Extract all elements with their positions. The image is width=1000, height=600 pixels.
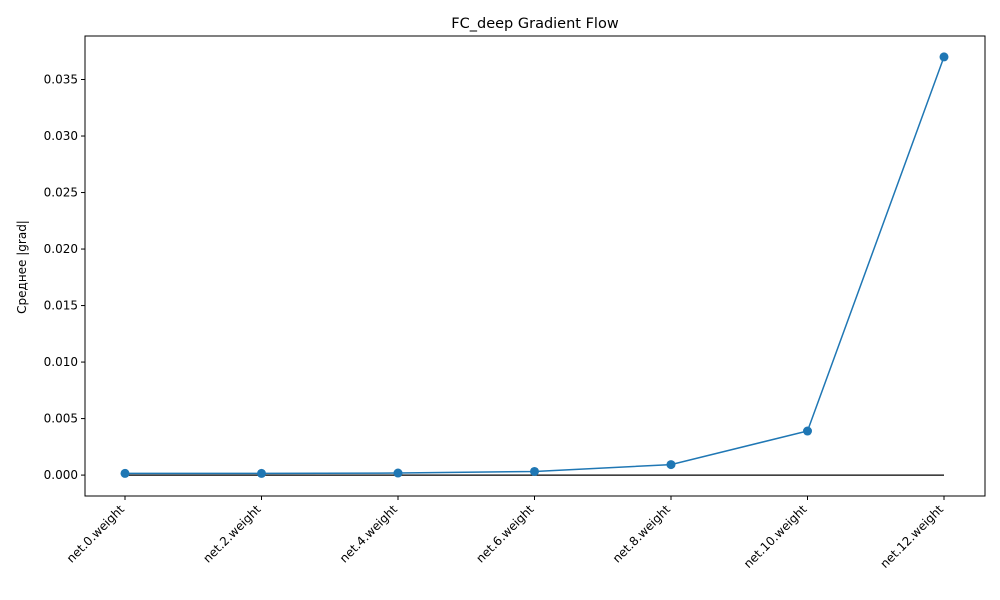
y-tick-label: 0.030: [44, 129, 78, 143]
x-tick-label: net.2.weight: [200, 502, 263, 565]
x-tick-label: net.8.weight: [610, 502, 673, 565]
data-point: [530, 466, 539, 476]
x-tick-label: net.0.weight: [64, 502, 127, 565]
x-tick-label: net.12.weight: [877, 502, 946, 571]
y-tick-label: 0.035: [44, 73, 78, 87]
data-point: [393, 468, 403, 478]
y-axis-label: Среднее |grad|: [15, 220, 29, 314]
chart-title: FC_deep Gradient Flow: [451, 16, 619, 32]
series-group: [120, 52, 949, 478]
x-tick-label: net.4.weight: [337, 502, 400, 565]
axes-frame: [84, 35, 986, 497]
x-tick-label: net.10.weight: [741, 502, 810, 571]
data-point: [666, 460, 676, 470]
y-tick-label: 0.005: [44, 412, 78, 426]
x-axis-ticks: net.0.weight net.2.weight net.4.weight net.…: [64, 496, 946, 571]
y-axis-ticks: 0.000 0.005 0.010 0.015 0.020 0.025 0.030 0.035: [44, 73, 85, 482]
data-point: [257, 468, 266, 478]
data-point: [803, 426, 812, 436]
y-tick-label: 0.015: [44, 299, 78, 313]
y-tick-label: 0.000: [44, 468, 78, 482]
y-tick-label: 0.025: [44, 186, 78, 200]
y-tick-label: 0.020: [44, 242, 78, 256]
x-tick-label: net.6.weight: [473, 502, 536, 565]
y-tick-label: 0.010: [44, 355, 78, 369]
series-line: [125, 56, 945, 475]
data-point: [939, 52, 949, 62]
data-point: [120, 468, 130, 478]
